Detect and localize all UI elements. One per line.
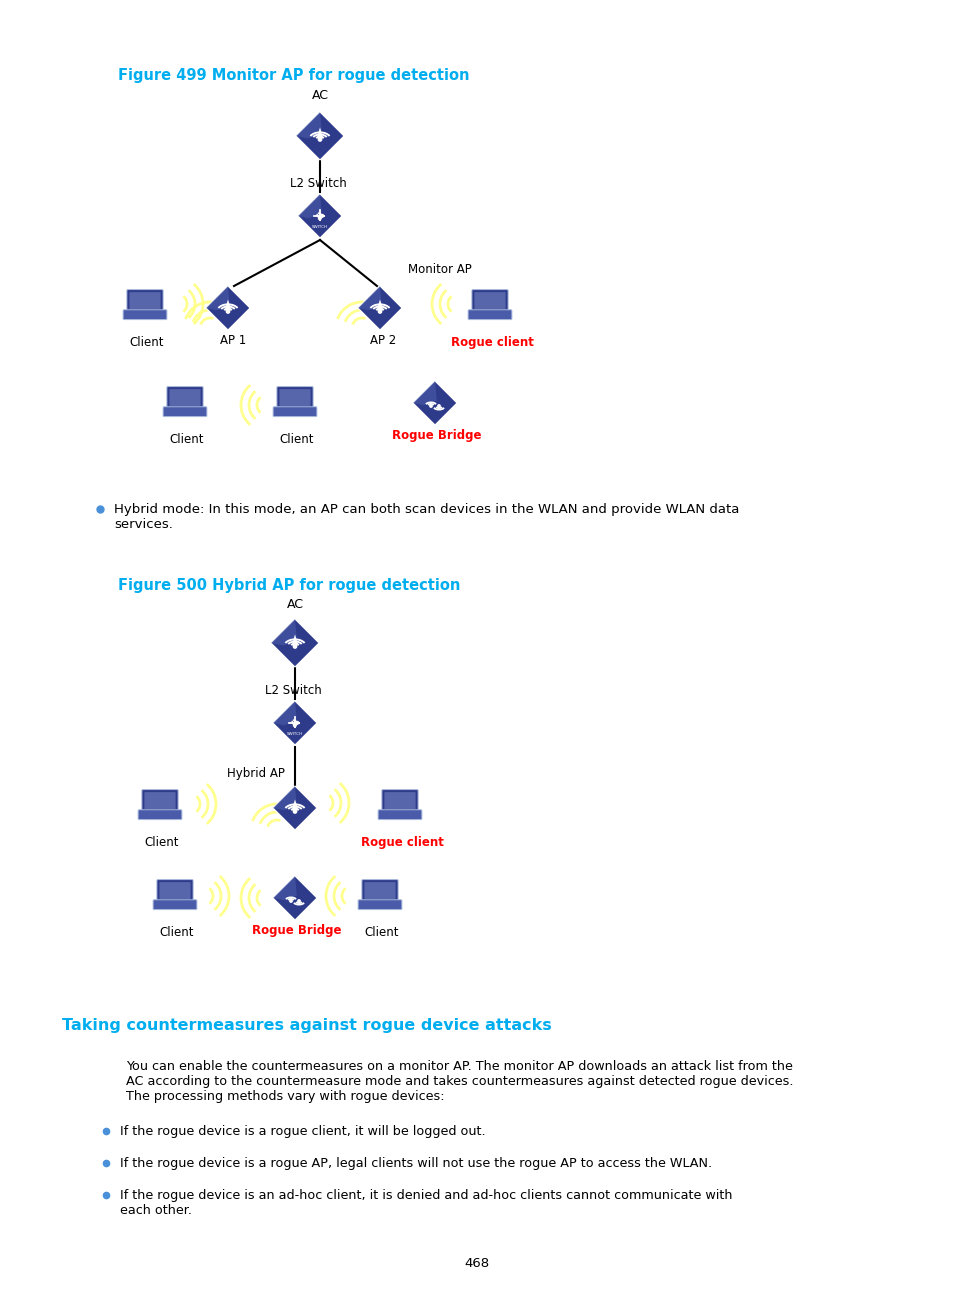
Text: Figure 500 Hybrid AP for rogue detection: Figure 500 Hybrid AP for rogue detection (118, 578, 460, 594)
Text: Rogue Bridge: Rogue Bridge (252, 924, 341, 937)
Text: Hybrid AP: Hybrid AP (227, 767, 285, 780)
Polygon shape (435, 403, 456, 425)
Polygon shape (294, 723, 316, 745)
Text: 468: 468 (464, 1257, 489, 1270)
Text: AC: AC (312, 89, 328, 102)
Polygon shape (379, 308, 401, 330)
FancyBboxPatch shape (159, 883, 191, 899)
FancyBboxPatch shape (474, 292, 505, 310)
FancyBboxPatch shape (130, 292, 160, 310)
Polygon shape (228, 308, 250, 330)
Polygon shape (292, 635, 298, 645)
Polygon shape (273, 701, 296, 726)
FancyBboxPatch shape (377, 810, 421, 819)
Polygon shape (376, 299, 383, 311)
Polygon shape (273, 876, 316, 920)
Circle shape (378, 310, 381, 314)
FancyBboxPatch shape (273, 407, 316, 416)
Polygon shape (357, 286, 381, 310)
Polygon shape (271, 619, 296, 645)
Text: SWITCH: SWITCH (312, 226, 328, 229)
FancyBboxPatch shape (170, 389, 200, 406)
Text: Rogue client: Rogue client (450, 336, 533, 349)
FancyBboxPatch shape (127, 289, 163, 312)
Polygon shape (319, 136, 344, 159)
Text: Figure 499 Monitor AP for rogue detection: Figure 499 Monitor AP for rogue detectio… (118, 67, 469, 83)
Text: If the rogue device is a rogue client, it will be logged out.: If the rogue device is a rogue client, i… (120, 1125, 485, 1138)
Text: Monitor AP: Monitor AP (408, 263, 471, 276)
Circle shape (297, 899, 300, 902)
FancyBboxPatch shape (381, 789, 417, 811)
FancyBboxPatch shape (279, 389, 311, 406)
Text: Client: Client (364, 927, 399, 940)
FancyBboxPatch shape (163, 407, 207, 416)
FancyBboxPatch shape (361, 880, 397, 902)
Circle shape (290, 899, 292, 902)
FancyBboxPatch shape (384, 792, 416, 809)
FancyBboxPatch shape (167, 386, 203, 408)
FancyBboxPatch shape (144, 792, 175, 809)
Polygon shape (273, 785, 316, 829)
Circle shape (430, 404, 432, 407)
Polygon shape (357, 286, 401, 330)
Polygon shape (292, 800, 298, 810)
Polygon shape (225, 299, 231, 311)
Polygon shape (273, 701, 316, 745)
Polygon shape (273, 785, 296, 810)
FancyBboxPatch shape (472, 289, 508, 312)
FancyBboxPatch shape (276, 386, 313, 408)
Text: Client: Client (159, 927, 194, 940)
Polygon shape (294, 643, 318, 667)
Text: Client: Client (170, 433, 204, 446)
Polygon shape (206, 286, 230, 310)
Polygon shape (273, 876, 296, 901)
FancyBboxPatch shape (357, 899, 401, 910)
FancyBboxPatch shape (142, 789, 178, 811)
Text: If the rogue device is an ad-hoc client, it is denied and ad-hoc clients cannot : If the rogue device is an ad-hoc client,… (120, 1188, 732, 1217)
FancyBboxPatch shape (152, 899, 196, 910)
Circle shape (293, 645, 296, 648)
Text: Taking countermeasures against rogue device attacks: Taking countermeasures against rogue dev… (62, 1017, 551, 1033)
Text: Rogue Bridge: Rogue Bridge (392, 429, 481, 442)
Circle shape (226, 310, 230, 314)
Text: AP 2: AP 2 (370, 334, 395, 347)
Text: L2 Switch: L2 Switch (265, 684, 321, 697)
Circle shape (293, 810, 296, 813)
Polygon shape (295, 111, 321, 139)
Text: Client: Client (145, 836, 179, 849)
Polygon shape (297, 194, 321, 218)
Polygon shape (295, 111, 344, 159)
Text: Client: Client (279, 433, 314, 446)
Text: Hybrid mode: In this mode, an AP can both scan devices in the WLAN and provide W: Hybrid mode: In this mode, an AP can bot… (113, 503, 739, 531)
Polygon shape (413, 381, 436, 406)
Polygon shape (294, 807, 316, 829)
Polygon shape (319, 216, 341, 238)
FancyBboxPatch shape (138, 810, 182, 819)
Polygon shape (271, 619, 318, 667)
FancyBboxPatch shape (123, 310, 167, 320)
Text: SWITCH: SWITCH (287, 732, 303, 736)
Polygon shape (413, 381, 456, 425)
Polygon shape (297, 194, 341, 238)
FancyBboxPatch shape (156, 880, 193, 902)
Text: AP 1: AP 1 (219, 334, 246, 347)
Polygon shape (294, 898, 316, 920)
Polygon shape (206, 286, 250, 330)
Polygon shape (316, 127, 323, 139)
FancyBboxPatch shape (468, 310, 512, 320)
Text: Client: Client (130, 336, 164, 349)
Circle shape (437, 404, 439, 407)
Text: L2 Switch: L2 Switch (290, 178, 346, 191)
Text: AC: AC (286, 597, 303, 610)
Text: You can enable the countermeasures on a monitor AP. The monitor AP downloads an : You can enable the countermeasures on a … (126, 1060, 793, 1103)
FancyBboxPatch shape (364, 883, 395, 899)
Circle shape (318, 137, 321, 141)
Text: Rogue client: Rogue client (360, 836, 443, 849)
Text: If the rogue device is a rogue AP, legal clients will not use the rogue AP to ac: If the rogue device is a rogue AP, legal… (120, 1157, 711, 1170)
